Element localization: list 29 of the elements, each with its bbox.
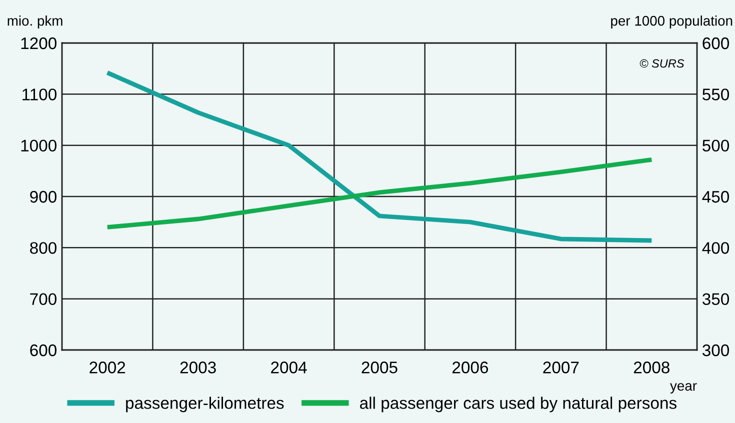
x-tick-label: 2002 — [90, 362, 126, 374]
y-tick-label: 800 — [30, 242, 56, 254]
line-series — [105, 70, 654, 243]
legend-label: passenger-kilometres — [126, 396, 284, 412]
line-series — [105, 157, 654, 230]
annotation: © SURS — [640, 59, 684, 68]
y2-tick-label: 450 — [702, 190, 730, 203]
y-axis-title: mio. pkm — [8, 16, 62, 28]
y-tick-label: 700 — [30, 293, 56, 306]
y-tick-label: 1000 — [21, 140, 56, 152]
x-tick-label: 2008 — [634, 362, 670, 374]
x-tick-label: 2006 — [452, 362, 488, 374]
x-tick-label: 2003 — [180, 362, 216, 374]
y-tick-label: 900 — [30, 190, 56, 203]
x-axis-title: year — [670, 383, 697, 394]
y2-tick-label: 350 — [702, 293, 730, 306]
y-tick-label: 600 — [30, 344, 56, 356]
y2-tick-label: 500 — [702, 140, 730, 152]
y2-tick-label: 550 — [702, 88, 730, 100]
y-tick-label: 1100 — [22, 88, 56, 100]
x-tick-label: 2005 — [362, 362, 398, 374]
y2-tick-label: 300 — [702, 344, 730, 356]
y2-axis-title: per 1000 population — [611, 16, 732, 28]
x-tick-label: 2007 — [543, 362, 579, 374]
legend-label: all passenger cars used by natural persons — [360, 396, 676, 412]
y2-tick-label: 400 — [702, 242, 730, 254]
y2-tick-label: 600 — [702, 37, 730, 50]
x-tick-label: 2004 — [271, 362, 307, 374]
y-tick-label: 1200 — [21, 37, 56, 50]
